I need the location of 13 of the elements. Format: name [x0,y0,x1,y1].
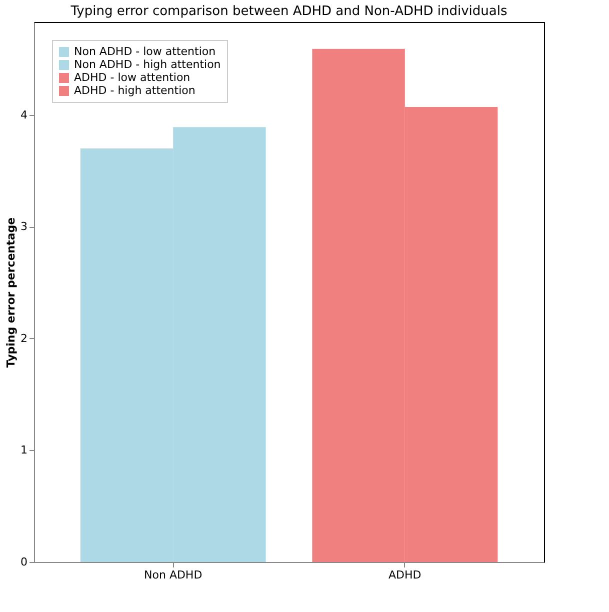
x-tick-label: ADHD [388,568,422,582]
legend-label: ADHD - low attention [74,71,190,84]
y-tick-label: 2 [20,332,28,345]
y-tick-label: 1 [20,444,28,457]
y-tick-label: 4 [20,108,28,122]
legend-label: Non ADHD - low attention [74,45,216,58]
y-axis-title: Typing error percentage [4,217,18,368]
legend-label: Non ADHD - high attention [74,58,221,71]
x-tick-label: Non ADHD [144,568,202,582]
y-tick-label: 3 [20,220,28,234]
y-tick-label: 0 [20,556,28,568]
legend-label: ADHD - high attention [74,84,196,97]
chart-title: Typing error comparison between ADHD and Non-ADHD individuals [70,4,508,19]
